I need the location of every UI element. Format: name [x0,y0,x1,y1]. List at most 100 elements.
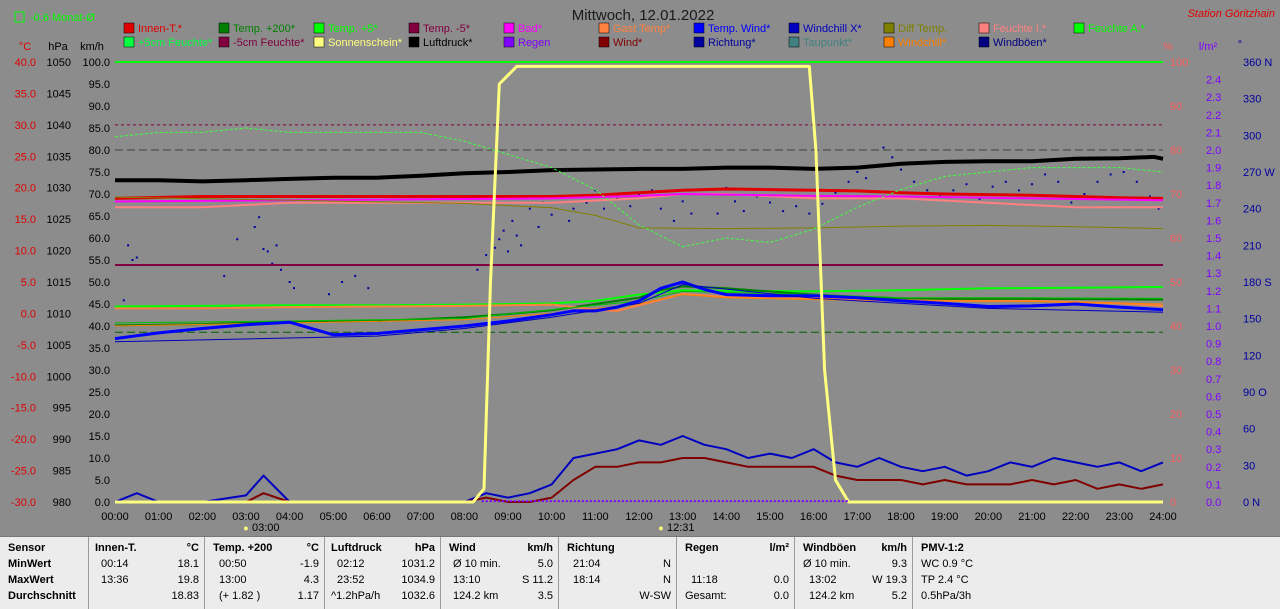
pressure-tick-label: 1015 [47,277,71,289]
series-line-bad [114,193,1164,203]
direction-point [716,212,719,215]
direction-point [594,189,597,192]
trend-label: -0.6 Monat-Ø [30,12,95,24]
legend-swatch [408,22,420,34]
wind-tick-label: 30.0 [89,365,110,377]
stats-value: TP 2.4 °C [921,574,969,586]
legend-swatch [978,22,990,34]
stats-value: W-SW [639,590,671,602]
rain-tick-label: 1.2 [1206,286,1221,298]
direction-point [734,200,737,203]
humidity-tick-label: 100 [1170,57,1188,69]
pressure-tick-label: 990 [53,434,71,446]
temp-tick-label: 10.0 [15,246,36,258]
temp-tick-label: -15.0 [11,403,36,415]
weather-chart: Mittwoch, 12.01.2022 Station Göritzhain … [11,7,1275,534]
x-tick-label: 24:00 [1149,511,1177,523]
wind-tick-label: 50.0 [89,277,110,289]
legend-label: Windchill X* [803,23,862,35]
wind-tick-label: 95.0 [89,79,110,91]
stats-col-temp200: Temp. +200 °C 00:50 -1.9 13:00 4.3 (+ 1.82 … [204,537,325,609]
x-tick-label: 23:00 [1106,511,1134,523]
direction-point [507,250,509,253]
legend-swatch [503,36,515,48]
wind-tick-label: 65.0 [89,211,110,223]
direction-point [891,156,894,159]
stats-value: 1031.2 [401,558,435,570]
legend-swatch [218,22,230,34]
direction-point [659,207,662,210]
wind-tick-label: 20.0 [89,409,110,421]
pressure-tick-label: 1005 [47,340,71,352]
direction-tick-label: 210 [1243,240,1261,252]
wind-tick-label: 25.0 [89,387,110,399]
direction-tick-label: 300 [1243,130,1261,142]
rain-tick-label: 2.2 [1206,110,1221,122]
stats-header: Innen-T. [95,542,137,554]
wind-tick-label: 55.0 [89,255,110,267]
rain-tick-label: 1.3 [1206,268,1221,280]
stats-value: 5.0 [537,558,553,570]
pressure-tick-label: 1010 [47,308,71,320]
direction-point [856,171,859,173]
direction-point [236,238,239,241]
humidity-tick-label: 20 [1170,409,1182,421]
stats-value: 18.83 [171,590,199,602]
x-tick-label: 15:00 [756,511,784,523]
direction-tick-label: 180 S [1243,277,1272,289]
direction-point [834,191,837,194]
noon-label: 12:31 [667,522,695,534]
direction-point [900,168,902,171]
rain-tick-label: 1.1 [1206,303,1221,315]
legend-swatch [123,22,135,34]
rain-tick-label: 2.1 [1206,127,1221,139]
direction-point [258,216,261,219]
stats-value: 19.8 [177,574,199,586]
legend-label: Richtung* [708,37,756,49]
direction-point [275,244,278,247]
stats-col-richtung: Richtung 21:04 N 18:14 N W-SW [558,537,677,609]
direction-point [1135,180,1138,183]
temp-tick-label: 35.0 [15,88,36,100]
stats-col-wind: Wind km/h Ø 10 min. 5.0 13:10 S 11.2 124.2 … [440,537,559,609]
direction-point [537,226,540,228]
humidity-tick-label: 40 [1170,321,1182,333]
x-tick-label: 14:00 [713,511,741,523]
stats-header: Regen [685,542,719,554]
legend-swatch [218,36,230,48]
stats-time: 02:12 [337,558,365,570]
legend-swatch [788,22,800,34]
humidity-tick-label: 60 [1170,233,1182,245]
x-tick-label: 00:00 [101,511,129,523]
humidity-tick-label: 70 [1170,189,1182,201]
pressure-tick-label: 1040 [47,120,71,132]
direction-point [672,219,675,222]
stats-col-windboeen: Windböen km/h Ø 10 min. 9.3 13:02 W 19.3 12… [794,537,913,609]
pressure-tick-label: 1045 [47,88,71,100]
wind-tick-label: 15.0 [89,431,110,443]
rain-tick-label: 1.9 [1206,163,1221,175]
station-name: Station Göritzhain [1188,8,1275,20]
direction-tick-label: 330 [1243,94,1261,106]
legend-label: Regen [518,37,550,49]
direction-point [127,244,130,247]
direction-point [135,256,138,259]
stats-value: 5.2 [891,590,907,602]
direction-tick-label: 60 [1243,424,1255,436]
stats-row-label: MaxWert [8,574,54,586]
rain-tick-label: 1.6 [1206,215,1221,227]
stats-value: 4.3 [303,574,319,586]
direction-point [882,146,885,149]
direction-tick-label: 360 N [1243,57,1272,69]
x-tick-label: 10:00 [538,511,566,523]
rain-axis-unit: l/m² [1199,41,1218,53]
legend-label: Innen-T.* [138,23,183,35]
rain-tick-label: 2.0 [1206,145,1221,157]
x-tick-label: 21:00 [1018,511,1046,523]
rain-tick-label: 0.8 [1206,356,1221,368]
stats-unit: l/m² [769,542,789,554]
direction-point [782,210,785,213]
temp-tick-label: -5.0 [17,340,36,352]
stats-unit: km/h [881,542,907,554]
legend-label: Windchill* [898,37,947,49]
